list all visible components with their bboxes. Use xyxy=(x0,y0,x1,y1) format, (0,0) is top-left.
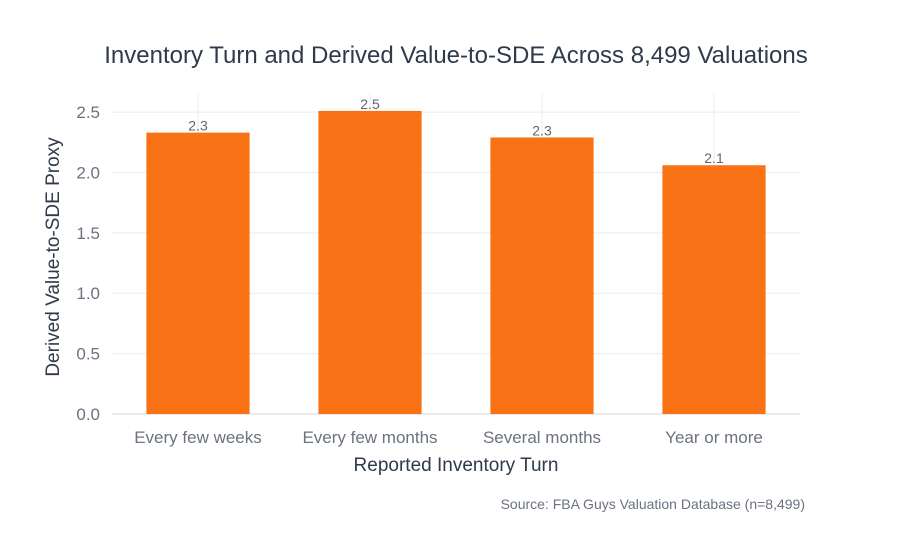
y-tick-label: 1.5 xyxy=(76,224,100,243)
bar xyxy=(146,132,250,414)
x-tick-label: Every few weeks xyxy=(134,428,262,447)
data-label: 2.1 xyxy=(704,150,724,166)
data-label: 2.3 xyxy=(532,122,552,138)
data-label: 2.5 xyxy=(360,96,380,112)
x-tick-label: Every few months xyxy=(302,428,437,447)
bar xyxy=(318,110,422,414)
y-tick-label: 2.5 xyxy=(76,103,100,122)
y-tick-label: 1.0 xyxy=(76,284,100,303)
x-gridlines xyxy=(197,94,715,414)
bar xyxy=(662,165,766,414)
bars xyxy=(146,110,766,415)
y-tick-labels: 0.0 0.5 1.0 1.5 2.0 2.5 xyxy=(76,103,100,424)
x-tick-label: Several months xyxy=(483,428,601,447)
y-tick-label: 0.0 xyxy=(76,405,100,424)
data-labels: 2.3 2.5 2.3 2.1 xyxy=(188,96,724,166)
x-axis-title: Reported Inventory Turn xyxy=(354,455,559,476)
bar xyxy=(490,137,594,415)
source-note: Source: FBA Guys Valuation Database (n=8… xyxy=(501,496,805,512)
x-tick-label: Year or more xyxy=(665,428,763,447)
data-label: 2.3 xyxy=(188,118,208,134)
y-tick-label: 2.0 xyxy=(76,163,100,182)
y-tick-label: 0.5 xyxy=(76,345,100,364)
chart-title: Inventory Turn and Derived Value-to-SDE … xyxy=(104,42,808,69)
y-axis-title: Derived Value-to-SDE Proxy xyxy=(43,137,64,377)
x-tick-labels: Every few weeks Every few months Several m… xyxy=(134,428,763,447)
